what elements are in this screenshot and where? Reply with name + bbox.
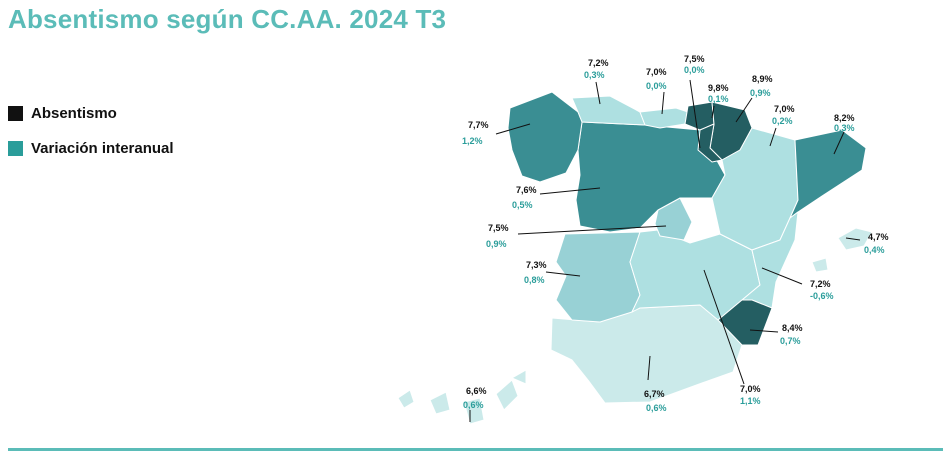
andalucia-variacion: 0,6% <box>646 403 667 413</box>
label-cataluna: 8,2% 0,3% <box>834 113 855 133</box>
region-canarias-2 <box>429 391 451 415</box>
label-navarra: 9,8% 0,1% <box>708 83 729 104</box>
murcia-absentismo: 8,4% <box>782 323 803 333</box>
comunidad-valenciana-variacion: -0,6% <box>810 291 834 301</box>
label-galicia: 7,7% 1,2% <box>462 120 489 146</box>
label-la-rioja: 8,9% 0,9% <box>750 74 773 98</box>
aragon-variacion: 0,2% <box>772 116 793 126</box>
leader-lines <box>469 79 861 422</box>
aragon-absentismo: 7,0% <box>774 104 795 114</box>
legend-label-variacion: Variación interanual <box>31 140 174 157</box>
madrid-variacion: 0,9% <box>486 239 507 249</box>
label-cantabria: 7,0% 0,0% <box>646 67 667 91</box>
region-labels: 7,7% 1,2% 7,2% 0,3% 7,0% 0,0% 7,5% 0,0% … <box>462 54 889 413</box>
baleares-absentismo: 4,7% <box>868 232 889 242</box>
canarias-absentismo: 6,6% <box>466 386 487 396</box>
castilla-leon-absentismo: 7,6% <box>516 185 537 195</box>
region-asturias <box>571 95 646 126</box>
extremadura-variacion: 0,8% <box>524 275 545 285</box>
region-canarias-4 <box>495 379 519 411</box>
region-extremadura <box>555 231 641 323</box>
la-rioja-variacion: 0,9% <box>750 88 771 98</box>
label-comunidad-valenciana: 7,2% -0,6% <box>810 279 834 301</box>
baleares-variacion: 0,4% <box>864 245 885 255</box>
label-castilla-la-mancha: 7,0% 1,1% <box>740 384 761 406</box>
navarra-variacion: 0,1% <box>708 94 729 104</box>
castilla-la-mancha-variacion: 1,1% <box>740 396 761 406</box>
label-andalucia: 6,7% 0,6% <box>644 389 667 413</box>
asturias-absentismo: 7,2% <box>588 58 609 68</box>
region-murcia <box>717 299 773 346</box>
extremadura-absentismo: 7,3% <box>526 260 547 270</box>
label-extremadura: 7,3% 0,8% <box>524 260 547 285</box>
region-cantabria <box>639 107 689 129</box>
legend-label-absentismo: Absentismo <box>31 105 117 122</box>
label-murcia: 8,4% 0,7% <box>780 323 803 346</box>
region-shapes <box>397 91 873 425</box>
navarra-absentismo: 9,8% <box>708 83 729 93</box>
region-canarias-5 <box>511 369 527 385</box>
label-madrid: 7,5% 0,9% <box>486 223 509 249</box>
cataluna-absentismo: 8,2% <box>834 113 855 123</box>
galicia-variacion: 1,2% <box>462 136 483 146</box>
legend-swatch-absentismo <box>8 106 23 121</box>
page-title: Absentismo según CC.AA. 2024 T3 <box>8 4 447 34</box>
region-canarias-1 <box>397 389 415 409</box>
legend-swatch-variacion <box>8 141 23 156</box>
region-canarias-3 <box>463 397 485 425</box>
comunidad-valenciana-absentismo: 7,2% <box>810 279 831 289</box>
label-baleares: 4,7% 0,4% <box>864 232 889 255</box>
pais-vasco-variacion: 0,0% <box>684 65 705 75</box>
cantabria-absentismo: 7,0% <box>646 67 667 77</box>
la-rioja-absentismo: 8,9% <box>752 74 773 84</box>
region-galicia <box>507 91 583 183</box>
asturias-variacion: 0,3% <box>584 70 605 80</box>
castilla-la-mancha-absentismo: 7,0% <box>740 384 761 394</box>
andalucia-absentismo: 6,7% <box>644 389 665 399</box>
label-canarias: 6,6% 0,6% <box>463 386 487 410</box>
cantabria-variacion: 0,0% <box>646 81 667 91</box>
pais-vasco-absentismo: 7,5% <box>684 54 705 64</box>
castilla-leon-variacion: 0,5% <box>512 200 533 210</box>
label-castilla-leon: 7,6% 0,5% <box>512 185 537 210</box>
bottom-rule <box>8 448 943 451</box>
label-aragon: 7,0% 0,2% <box>772 104 795 126</box>
legend-item-variacion: Variación interanual <box>8 140 174 157</box>
region-baleares-ibiza <box>811 257 829 273</box>
label-asturias: 7,2% 0,3% <box>584 58 609 80</box>
murcia-variacion: 0,7% <box>780 336 801 346</box>
madrid-absentismo: 7,5% <box>488 223 509 233</box>
region-cataluna <box>789 129 867 219</box>
cataluna-variacion: 0,3% <box>834 123 855 133</box>
galicia-absentismo: 7,7% <box>468 120 489 130</box>
legend: Absentismo Variación interanual <box>8 105 174 175</box>
legend-item-absentismo: Absentismo <box>8 105 174 122</box>
canarias-variacion: 0,6% <box>463 400 484 410</box>
label-pais-vasco: 7,5% 0,0% <box>684 54 705 75</box>
